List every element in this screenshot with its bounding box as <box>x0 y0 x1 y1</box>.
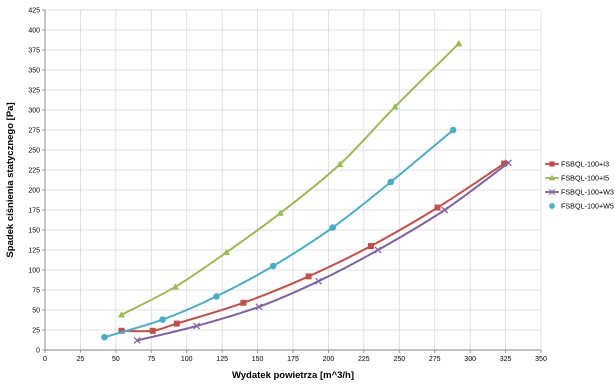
data-point <box>315 277 322 285</box>
data-point-stroke <box>374 246 382 254</box>
x-tick-label: 325 <box>500 356 512 363</box>
series-layer <box>101 40 512 344</box>
legend-marker <box>548 174 556 181</box>
data-point <box>117 311 126 318</box>
x-tick-label: 50 <box>112 356 120 363</box>
legend-marker <box>548 188 556 196</box>
legend-label: FSBQL-100+I3 <box>561 160 609 169</box>
data-point-stroke <box>255 303 263 311</box>
data-point <box>504 159 512 167</box>
x-tick-label: 150 <box>252 356 264 363</box>
x-tick-label: 25 <box>77 356 85 363</box>
y-tick-label: 250 <box>28 148 40 155</box>
y-axis-title: Spadek ciśnienia statycznego [Pa] <box>5 102 16 257</box>
data-point <box>171 283 179 290</box>
y-tick-label: 400 <box>28 28 40 35</box>
data-point <box>449 126 457 134</box>
x-tick-label: 300 <box>464 356 476 363</box>
data-point <box>149 327 156 334</box>
legend-marker <box>549 161 555 167</box>
x-tick-label: 200 <box>323 356 335 363</box>
data-point <box>367 243 374 249</box>
x-tick-label: 225 <box>358 356 370 363</box>
y-tick-label: 350 <box>28 68 40 75</box>
grid-lines <box>44 9 542 351</box>
y-tick-labels: 0 25 50 75 100 125 150 175 200 225 250 275 300 325 350… <box>28 8 40 355</box>
data-point <box>240 299 247 306</box>
data-point <box>374 246 382 254</box>
data-point <box>213 293 220 300</box>
data-point <box>329 224 336 231</box>
y-tick-label: 225 <box>28 168 40 175</box>
y-tick-label: 150 <box>28 228 40 235</box>
data-point <box>441 206 449 214</box>
legend-marker <box>549 203 555 209</box>
y-tick-label: 300 <box>28 108 40 115</box>
legend-item: FSBQL-100+W5 <box>549 202 614 211</box>
series-fsbql-100-i3 <box>118 160 508 334</box>
data-point <box>133 336 141 344</box>
data-point <box>501 160 508 167</box>
data-point <box>455 40 463 47</box>
data-point <box>391 103 399 110</box>
y-tick-label: 325 <box>28 88 40 95</box>
y-tick-label: 50 <box>32 308 40 315</box>
legend-item: FSBQL-100+W3 <box>545 188 614 197</box>
legend-item: FSBQL-100+I5 <box>545 174 609 183</box>
x-tick-label: 275 <box>429 356 441 363</box>
series-line <box>121 162 505 333</box>
legend-marker-stroke <box>548 188 556 196</box>
y-tick-label: 25 <box>32 328 40 335</box>
data-point <box>434 204 441 211</box>
series-fsbql-100-w5 <box>101 126 457 341</box>
data-point-stroke <box>504 159 512 167</box>
y-tick-label: 175 <box>28 208 40 215</box>
data-point <box>305 273 312 280</box>
data-point-stroke <box>193 322 201 330</box>
x-tick-label: 250 <box>393 356 405 363</box>
x-axis-title: Wydatek powietrza [m^3/h] <box>232 370 354 381</box>
series-fsbql-100-w3 <box>133 159 512 344</box>
legend-label: FSBQL-100+I5 <box>561 174 609 183</box>
y-tick-label: 0 <box>36 348 40 355</box>
data-point <box>336 160 344 168</box>
legend-item: FSBQL-100+I3 <box>545 160 609 169</box>
x-tick-label: 0 <box>43 356 47 363</box>
data-point <box>222 248 230 256</box>
data-point <box>269 262 277 270</box>
x-tick-label: 100 <box>181 356 193 363</box>
data-point <box>159 316 166 323</box>
legend-label: FSBQL-100+W3 <box>561 188 614 197</box>
data-point <box>276 209 284 216</box>
legend: FSBQL-100+I3 FSBQL-100+I5 FSBQL-100+W3 FSBQ… <box>545 160 614 211</box>
y-tick-label: 125 <box>28 248 40 255</box>
data-point <box>118 327 125 334</box>
x-tick-labels: 0 25 50 75 100 125 150 175 200 225 250 275 300 325 350 <box>43 356 547 363</box>
x-tick-label: 75 <box>147 356 155 363</box>
data-point <box>193 322 201 330</box>
y-tick-label: 425 <box>28 8 40 15</box>
data-point <box>173 320 180 327</box>
legend-label: FSBQL-100+W5 <box>561 202 614 211</box>
data-point <box>101 333 108 341</box>
x-tick-label: 350 <box>535 356 547 363</box>
y-tick-label: 200 <box>28 188 40 195</box>
data-point <box>387 178 395 186</box>
y-tick-label: 100 <box>28 268 40 275</box>
data-point-stroke <box>133 336 141 344</box>
y-tick-label: 375 <box>28 48 40 55</box>
data-point <box>255 303 263 311</box>
y-tick-label: 275 <box>28 128 40 135</box>
x-tick-label: 125 <box>216 356 228 363</box>
x-tick-label: 175 <box>287 356 299 363</box>
data-point-stroke <box>315 277 322 285</box>
y-tick-label: 75 <box>32 288 40 295</box>
series-fsbql-100-i5 <box>117 40 463 318</box>
axes <box>42 9 542 353</box>
data-point-stroke <box>441 206 449 214</box>
